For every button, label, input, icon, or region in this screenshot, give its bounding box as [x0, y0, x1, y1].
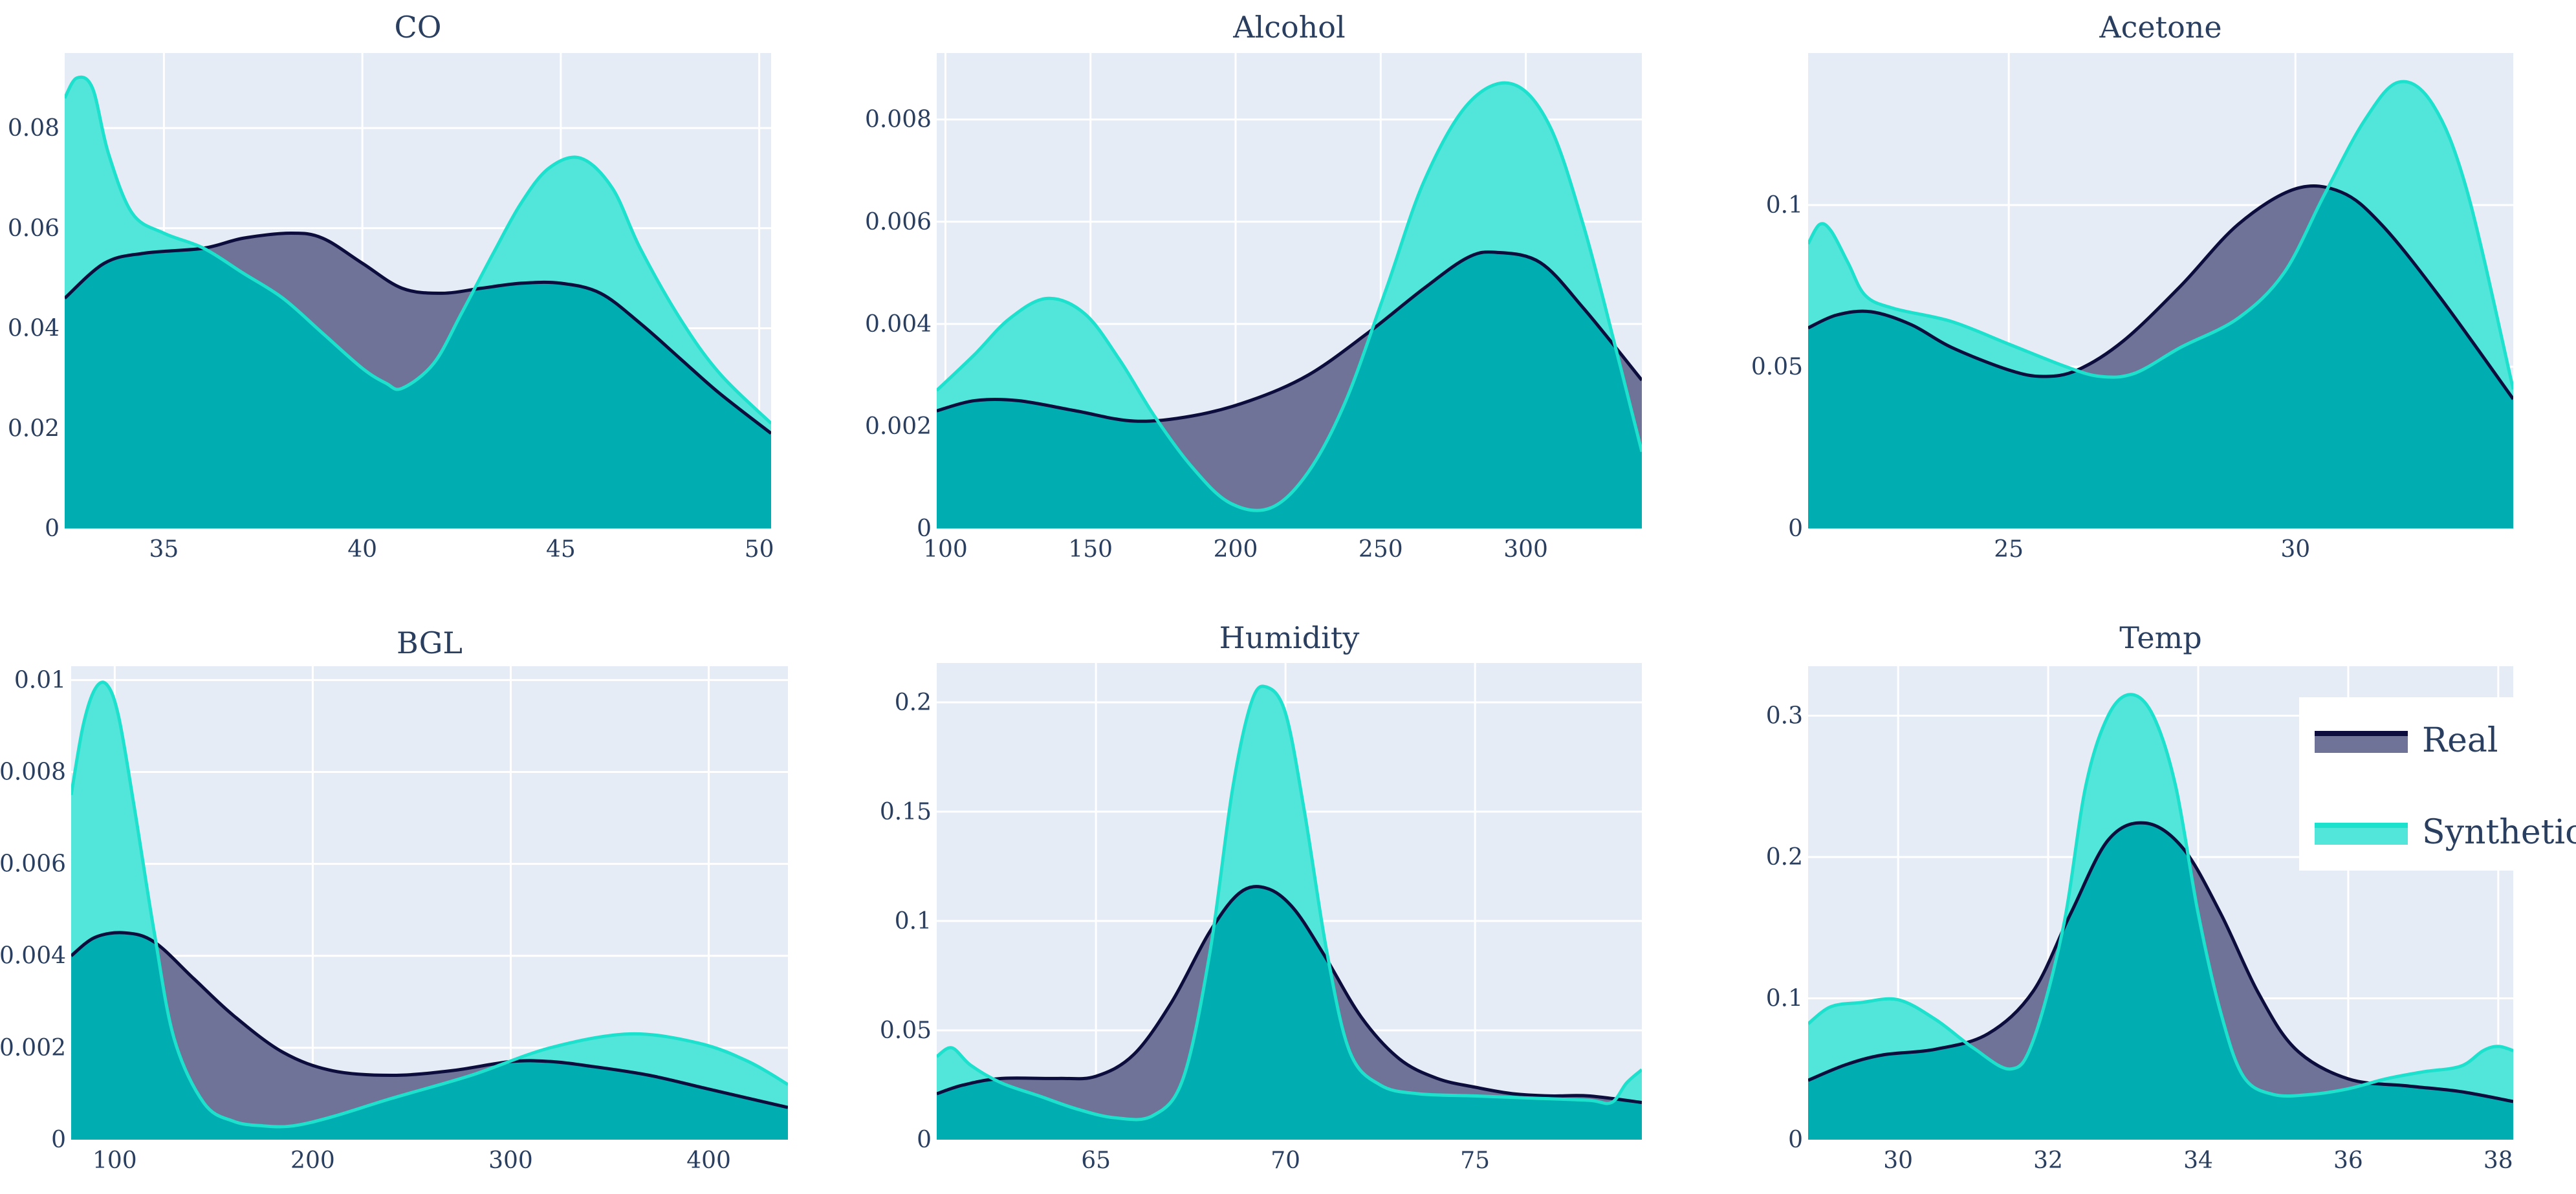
y-tick-label: 0.006 [0, 851, 66, 878]
x-tick-label: 38 [2483, 1147, 2513, 1174]
subplot-bgl: 0 0.002 0.004 0.006 0.008 0.01 100 200 300 400 BGL [0, 625, 788, 1174]
series-area-group [937, 684, 1642, 1140]
series-line-synthetic [1808, 80, 2513, 390]
y-tick-label: 0.008 [0, 759, 66, 785]
x-tick-label: 45 [546, 536, 576, 563]
x-tick-label: 300 [488, 1147, 533, 1174]
series-line-real [937, 885, 1642, 1105]
y-tick-label: 0 [1788, 1127, 1803, 1153]
subplot-title: Temp [2119, 620, 2201, 655]
y-tick-label: 0 [917, 1127, 932, 1153]
subplot-title: Alcohol [1232, 10, 1345, 45]
subplot-title: BGL [397, 625, 463, 660]
series-line-synthetic [71, 680, 788, 1129]
x-tick-label: 400 [686, 1147, 731, 1174]
x-tick-label: 50 [745, 536, 774, 563]
x-tick-label: 100 [93, 1147, 137, 1174]
y-tick-label: 0 [1788, 516, 1803, 542]
series-area-group [65, 75, 771, 528]
y-tick-label: 0.004 [865, 311, 932, 338]
y-tick-label: 0.002 [865, 413, 932, 440]
legend-label-real: Real [2422, 721, 2498, 760]
x-tick-label: 150 [1068, 536, 1113, 563]
y-tick-label: 0.1 [1766, 192, 1803, 219]
y-tick-label: 0.05 [880, 1017, 932, 1044]
series-line-real [65, 232, 771, 435]
y-tick-label: 0.002 [0, 1035, 66, 1061]
x-tick-label: 32 [2033, 1147, 2063, 1174]
subplot-alcohol: 0 0.002 0.004 0.006 0.008 100 150 200 250 300 Alco… [865, 10, 1642, 563]
x-tick-label: 70 [1271, 1147, 1300, 1174]
series-area-group [71, 680, 788, 1140]
series-line-real [937, 250, 1642, 423]
x-tick-label: 100 [923, 536, 968, 563]
legend-swatch-real [2315, 733, 2408, 753]
series-area-group [1808, 693, 2513, 1140]
series-line-real [1808, 184, 2513, 400]
x-tick-label: 30 [1883, 1147, 1913, 1174]
x-tick-label: 40 [347, 536, 377, 563]
subplot-co: 0 0.02 0.04 0.06 0.08 35 40 45 50 CO [8, 10, 774, 563]
series-line-synthetic [65, 75, 771, 425]
y-tick-label: 0.2 [895, 689, 932, 716]
series-line-synthetic [937, 684, 1642, 1122]
y-tick-label: 0.04 [8, 316, 60, 342]
subplot-temp: 0 0.1 0.2 0.3 30 32 34 36 38 Temp [1766, 620, 2513, 1174]
subplot-humidity: 0 0.05 0.1 0.15 0.2 65 70 75 Humidity [880, 620, 1642, 1174]
subplot-title: CO [395, 10, 442, 45]
y-tick-label: 0 [45, 516, 60, 542]
legend-item-synthetic[interactable]: Synthetic [2315, 813, 2576, 852]
x-tick-label: 36 [2333, 1147, 2363, 1174]
x-tick-label: 200 [1214, 536, 1258, 563]
series-area-overlap [1808, 186, 2513, 528]
series-area-overlap [71, 932, 788, 1140]
y-tick-label: 0.3 [1766, 702, 1803, 729]
y-tick-label: 0.008 [865, 107, 932, 133]
y-tick-label: 0.01 [14, 667, 66, 693]
subplot-acetone: 0 0.05 0.1 25 30 Acetone [1751, 10, 2513, 563]
legend-swatch-synthetic [2315, 825, 2408, 845]
series-line-real [71, 931, 788, 1109]
series-area-overlap [1808, 823, 2513, 1140]
series-area-overlap [65, 233, 771, 528]
y-tick-label: 0 [51, 1127, 66, 1153]
y-tick-label: 0.1 [895, 908, 932, 935]
legend-label-synthetic: Synthetic [2422, 813, 2576, 852]
y-tick-label: 0.08 [8, 115, 60, 142]
subplot-grid: 0 0.02 0.04 0.06 0.08 35 40 45 50 CO 0 0.002 0.004 0.… [0, 10, 2513, 1174]
y-tick-label: 0.2 [1766, 844, 1803, 871]
x-tick-label: 34 [2183, 1147, 2213, 1174]
legend: Real Synthetic [2299, 697, 2576, 871]
series-area-overlap [937, 886, 1642, 1140]
series-line-synthetic [937, 81, 1642, 512]
series-area-group [1808, 80, 2513, 528]
y-tick-label: 0.004 [0, 943, 66, 970]
x-tick-label: 35 [149, 536, 179, 563]
y-tick-label: 0.06 [8, 215, 60, 242]
legend-item-real[interactable]: Real [2315, 721, 2498, 760]
y-tick-label: 0 [917, 516, 932, 542]
x-tick-label: 300 [1503, 536, 1548, 563]
y-tick-label: 0.02 [8, 415, 60, 442]
subplot-title: Humidity [1219, 620, 1360, 655]
series-line-real [1808, 821, 2513, 1103]
y-tick-label: 0.1 [1766, 985, 1803, 1012]
x-tick-label: 200 [290, 1147, 335, 1174]
y-tick-label: 0.006 [865, 209, 932, 235]
series-line-synthetic [1808, 693, 2513, 1098]
x-tick-label: 30 [2280, 536, 2310, 563]
x-tick-label: 250 [1359, 536, 1403, 563]
x-tick-label: 75 [1460, 1147, 1490, 1174]
series-area-group [937, 81, 1642, 528]
y-tick-label: 0.05 [1751, 354, 1803, 380]
subplot-title: Acetone [2099, 10, 2221, 45]
x-tick-label: 25 [1994, 536, 2024, 563]
x-tick-label: 65 [1081, 1147, 1111, 1174]
y-tick-label: 0.15 [880, 799, 932, 825]
